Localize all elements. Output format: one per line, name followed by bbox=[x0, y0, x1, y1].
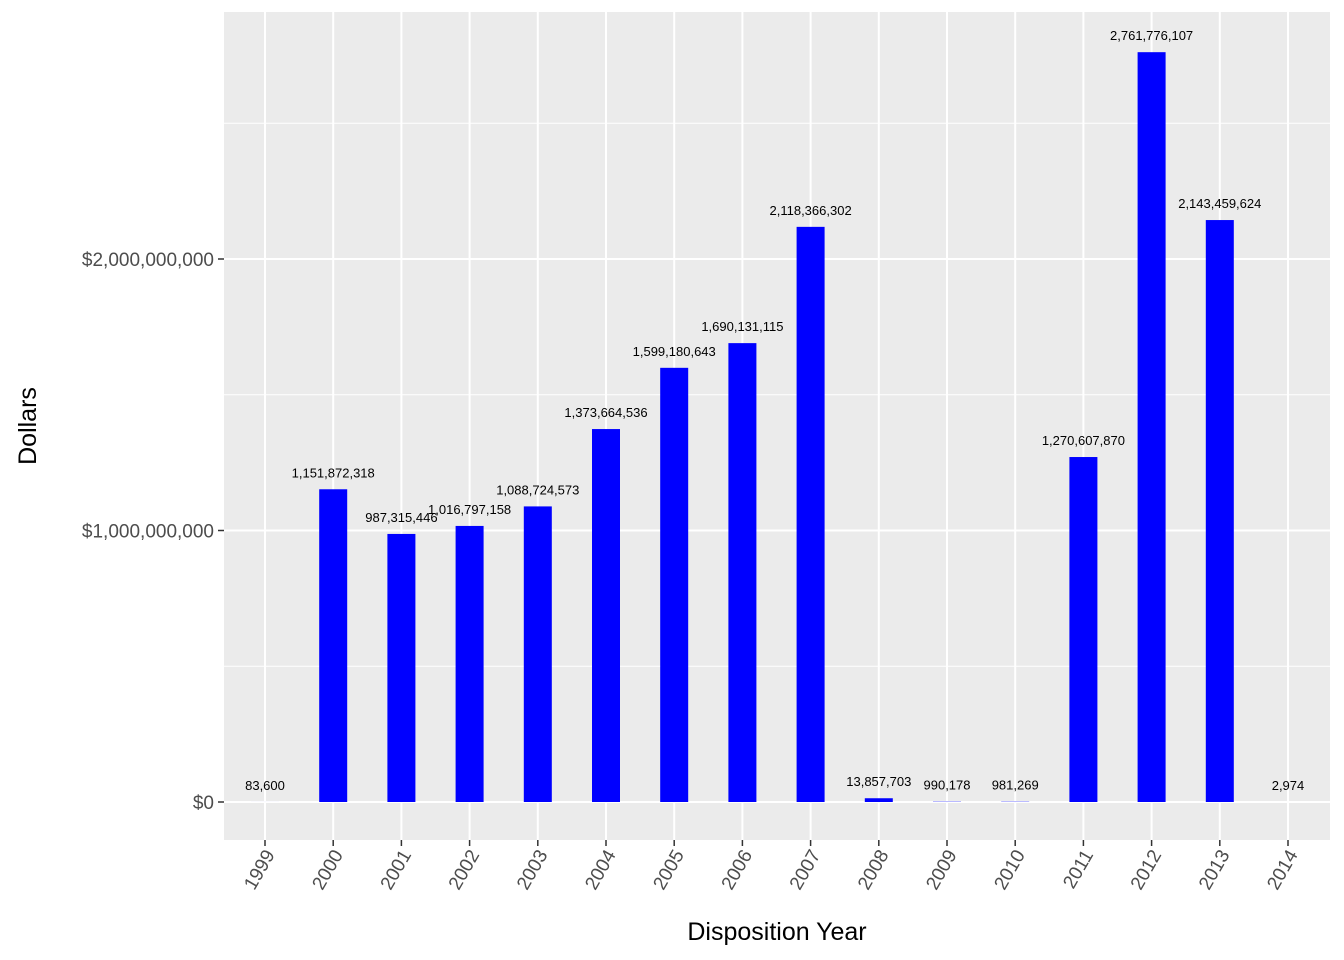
bar-2002 bbox=[455, 525, 484, 802]
data-label-2002: 1,016,797,158 bbox=[428, 502, 511, 517]
bar-2005 bbox=[660, 367, 689, 802]
x-tick-label-2003: 2003 bbox=[513, 847, 552, 894]
data-label-2001: 987,315,446 bbox=[365, 510, 437, 525]
data-labels: 83,600 1,151,872,318 987,315,4461,016,797,… bbox=[245, 28, 1304, 793]
bar-2011 bbox=[1069, 457, 1098, 802]
data-label-2006: 1,690,131,115 bbox=[701, 319, 783, 334]
x-tick-label-2013: 2013 bbox=[1195, 847, 1234, 894]
data-label-2003: 1,088,724,573 bbox=[496, 482, 579, 497]
x-tick-label-2006: 2006 bbox=[718, 847, 757, 894]
x-tick-label-2007: 2007 bbox=[786, 847, 825, 894]
data-label-2011: 1,270,607,870 bbox=[1042, 433, 1125, 448]
x-tick-label-2014: 2014 bbox=[1263, 846, 1303, 893]
x-tick-label-2011: 2011 bbox=[1059, 847, 1098, 893]
x-tick-label-2005: 2005 bbox=[650, 847, 689, 894]
data-label-2005: 1,599,180,643 bbox=[633, 344, 716, 359]
y-axis-title: Dollars bbox=[14, 387, 42, 465]
bar-2007 bbox=[796, 226, 825, 803]
data-label-2007: 2,118,366,302 bbox=[770, 203, 852, 218]
x-axis: 1999 2000 2001 2002 2003 2004 2005 2006 2007 2008… bbox=[240, 840, 1303, 894]
data-label-2010: 981,269 bbox=[992, 778, 1039, 793]
data-label-2008: 13,857,703 bbox=[846, 774, 911, 789]
x-tick-label-2001: 2001 bbox=[377, 847, 416, 894]
data-label-2014: 2,974 bbox=[1272, 778, 1305, 793]
data-label-2000: 1,151,872,318 bbox=[292, 465, 375, 480]
y-tick-label: $0 bbox=[193, 793, 214, 814]
bar-2004 bbox=[592, 429, 620, 802]
x-tick-label-2002: 2002 bbox=[445, 847, 484, 894]
x-tick-label-2000: 2000 bbox=[309, 847, 348, 894]
bar-2006 bbox=[728, 343, 757, 802]
y-tick-label: $1,000,000,000 bbox=[82, 522, 214, 543]
bar-2012 bbox=[1137, 52, 1166, 802]
y-tick-label: $2,000,000,000 bbox=[82, 250, 214, 271]
bar-2000 bbox=[319, 489, 348, 802]
bars bbox=[251, 52, 1302, 803]
data-label-2009: 990,178 bbox=[924, 778, 971, 793]
data-label-2004: 1,373,664,536 bbox=[564, 405, 647, 420]
data-label-1999: 83,600 bbox=[245, 778, 285, 793]
x-tick-label-1999: 1999 bbox=[240, 847, 279, 894]
bar-2003 bbox=[523, 506, 552, 802]
y-axis: $0 $1,000,000,000 $2,000,000,000 bbox=[82, 250, 224, 814]
x-axis-title: Disposition Year bbox=[687, 918, 866, 946]
data-label-2012: 2,761,776,107 bbox=[1110, 28, 1193, 43]
bar-2008 bbox=[864, 798, 893, 802]
x-tick-label-2009: 2009 bbox=[922, 847, 961, 894]
bar-2001 bbox=[387, 533, 416, 802]
x-tick-label-2004: 2004 bbox=[581, 846, 621, 893]
data-label-2013: 2,143,459,624 bbox=[1178, 196, 1261, 211]
x-tick-label-2012: 2012 bbox=[1127, 847, 1166, 894]
bar-2013 bbox=[1205, 220, 1234, 802]
x-tick-label-2010: 2010 bbox=[991, 847, 1030, 894]
x-tick-label-2008: 2008 bbox=[854, 847, 893, 894]
